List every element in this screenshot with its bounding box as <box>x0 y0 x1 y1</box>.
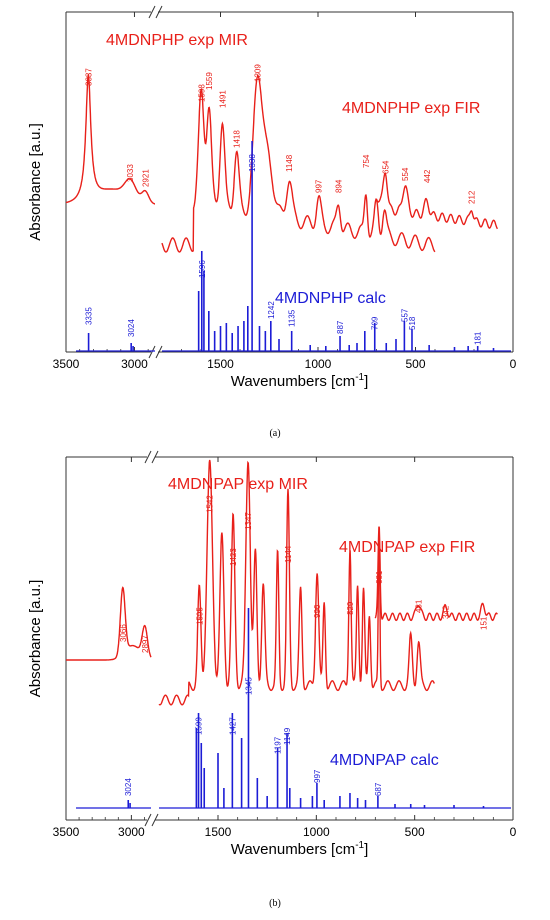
x-tick-label: 0 <box>510 825 517 839</box>
axis-break-mark <box>148 5 156 19</box>
series-calc-peak-label: 3024 <box>127 319 136 337</box>
panel-b-chart: 3500 3000 1500 1000 500 0 Wavenumbers [cm-1] Ab… <box>27 450 517 858</box>
axis-break-mark <box>148 345 156 359</box>
series-calc-peak-label: 557 <box>400 308 409 322</box>
series-mir-peak-label: 1595 <box>195 607 204 625</box>
series-mir-peak-label: 1491 <box>218 90 227 108</box>
series-fir-peak-label: 681 <box>375 570 384 584</box>
series-mir-left-line <box>65 73 156 205</box>
series-fir-peak-label: 442 <box>423 169 432 183</box>
series-mir-line <box>161 74 436 253</box>
series-mir-peak-label: 3066 <box>119 624 128 642</box>
series-mir-peak-label: 3033 <box>126 164 135 182</box>
x-tick-label: 1500 <box>205 825 232 839</box>
axis-break-mark <box>144 813 152 827</box>
series-fir-peak-label: 554 <box>401 167 410 181</box>
axis-break-mark <box>155 5 163 19</box>
x-tick-label: 0 <box>510 357 517 371</box>
series-fir-peak-label: 151 <box>479 616 488 630</box>
series-name-fir: 4MDNPHP exp FIR <box>342 100 480 117</box>
series-mir-peak-label: 894 <box>335 179 344 193</box>
series-calc-peak-label: 1149 <box>283 727 292 745</box>
series-fir-line <box>374 526 498 622</box>
series-mir-peak-label: 1144 <box>284 545 293 563</box>
series-mir-peak-label: 1542 <box>206 495 215 513</box>
series-fir-line <box>375 172 499 230</box>
series-mir-peak-label: 1559 <box>205 72 214 90</box>
x-tick-label: 3500 <box>53 825 80 839</box>
series-calc-peak-label: 1599 <box>195 717 204 735</box>
x-tick-label: 3000 <box>118 825 145 839</box>
series-calc-peak-label: 997 <box>313 769 322 783</box>
series-name-calc: 4MDNPAP calc <box>330 752 439 769</box>
series-mir-peak-label: 1347 <box>244 512 253 530</box>
x-tick-label: 500 <box>405 357 425 371</box>
series-calc-peak-label: 3024 <box>124 778 133 796</box>
series-fir-peak-label: 481 <box>414 599 423 613</box>
series-name-mir: 4MDNPHP exp MIR <box>106 32 248 49</box>
series-calc-peak-label: 1135 <box>288 309 297 327</box>
series-mir-peak-label: 1418 <box>232 130 241 148</box>
series-mir-peak-label: 997 <box>315 179 324 193</box>
axis-break-mark <box>144 450 152 464</box>
series-mir-peak-label: 829 <box>346 601 355 615</box>
series-calc-peak-label: 709 <box>371 316 380 330</box>
series-calc-peak-label: 181 <box>474 331 483 345</box>
series-calc-peak-label: 887 <box>336 320 345 334</box>
x-tick-label: 1500 <box>207 357 234 371</box>
axis-break-mark <box>151 450 159 464</box>
x-tick-label: 3500 <box>53 357 80 371</box>
series-mir-left-line <box>66 586 152 661</box>
x-tick-label: 3000 <box>121 357 148 371</box>
series-name-calc: 4MDNPHP calc <box>275 290 386 307</box>
y-axis-title: Absorbance [a.u.] <box>27 123 44 241</box>
axis-break-mark <box>151 813 159 827</box>
series-calc-peak-label: 1197 <box>274 736 283 754</box>
series-mir-peak-label: 3337 <box>84 68 93 86</box>
series-calc-peak-label: 1596 <box>198 260 207 278</box>
series-calc-peak-label: 3335 <box>85 307 94 325</box>
y-axis-title: Absorbance [a.u.] <box>27 580 44 698</box>
series-mir-peak-label: 2897 <box>141 635 150 653</box>
x-tick-label: 1000 <box>305 357 332 371</box>
series-calc-peak-label: 1345 <box>244 677 253 695</box>
series-fir-peak-label: 342 <box>442 605 451 619</box>
panel-b-caption: (b) <box>269 898 281 909</box>
series-mir-peak-label: 1148 <box>285 154 294 172</box>
axis-break-mark <box>155 345 163 359</box>
x-tick-label: 500 <box>405 825 425 839</box>
series-fir-peak-label: 654 <box>381 160 390 174</box>
series-calc-peak-label: 518 <box>408 316 417 330</box>
series-fir-peak-label: 212 <box>468 190 477 204</box>
series-calc-peak-label: 1242 <box>267 301 276 319</box>
series-name-mir: 4MDNPAP exp MIR <box>168 476 308 493</box>
series-mir-peak-label: 754 <box>362 154 371 168</box>
x-axis-title: Wavenumbers [cm-1] <box>231 372 369 390</box>
series-calc-peak-label: 1338 <box>248 154 257 172</box>
x-axis-title: Wavenumbers [cm-1] <box>231 840 369 858</box>
series-mir-peak-label: 1423 <box>229 548 238 566</box>
series-calc-peak-label: 1427 <box>228 717 237 735</box>
series-name-fir: 4MDNPAP exp FIR <box>339 539 475 556</box>
series-mir-peak-label: 2921 <box>141 169 150 187</box>
series-mir-peak-label: 1309 <box>254 64 263 82</box>
series-mir-line <box>158 459 435 706</box>
series-mir-peak-label: 1598 <box>197 84 206 102</box>
x-tick-label: 1000 <box>303 825 330 839</box>
panel-a-caption: (a) <box>269 428 281 439</box>
series-calc-peak-label: 687 <box>374 782 383 796</box>
series-mir-peak-label: 996 <box>313 604 322 618</box>
panel-a-chart: 3500 3000 1500 1000 500 0 Wavenumbers [cm-1] Ab… <box>27 5 517 390</box>
